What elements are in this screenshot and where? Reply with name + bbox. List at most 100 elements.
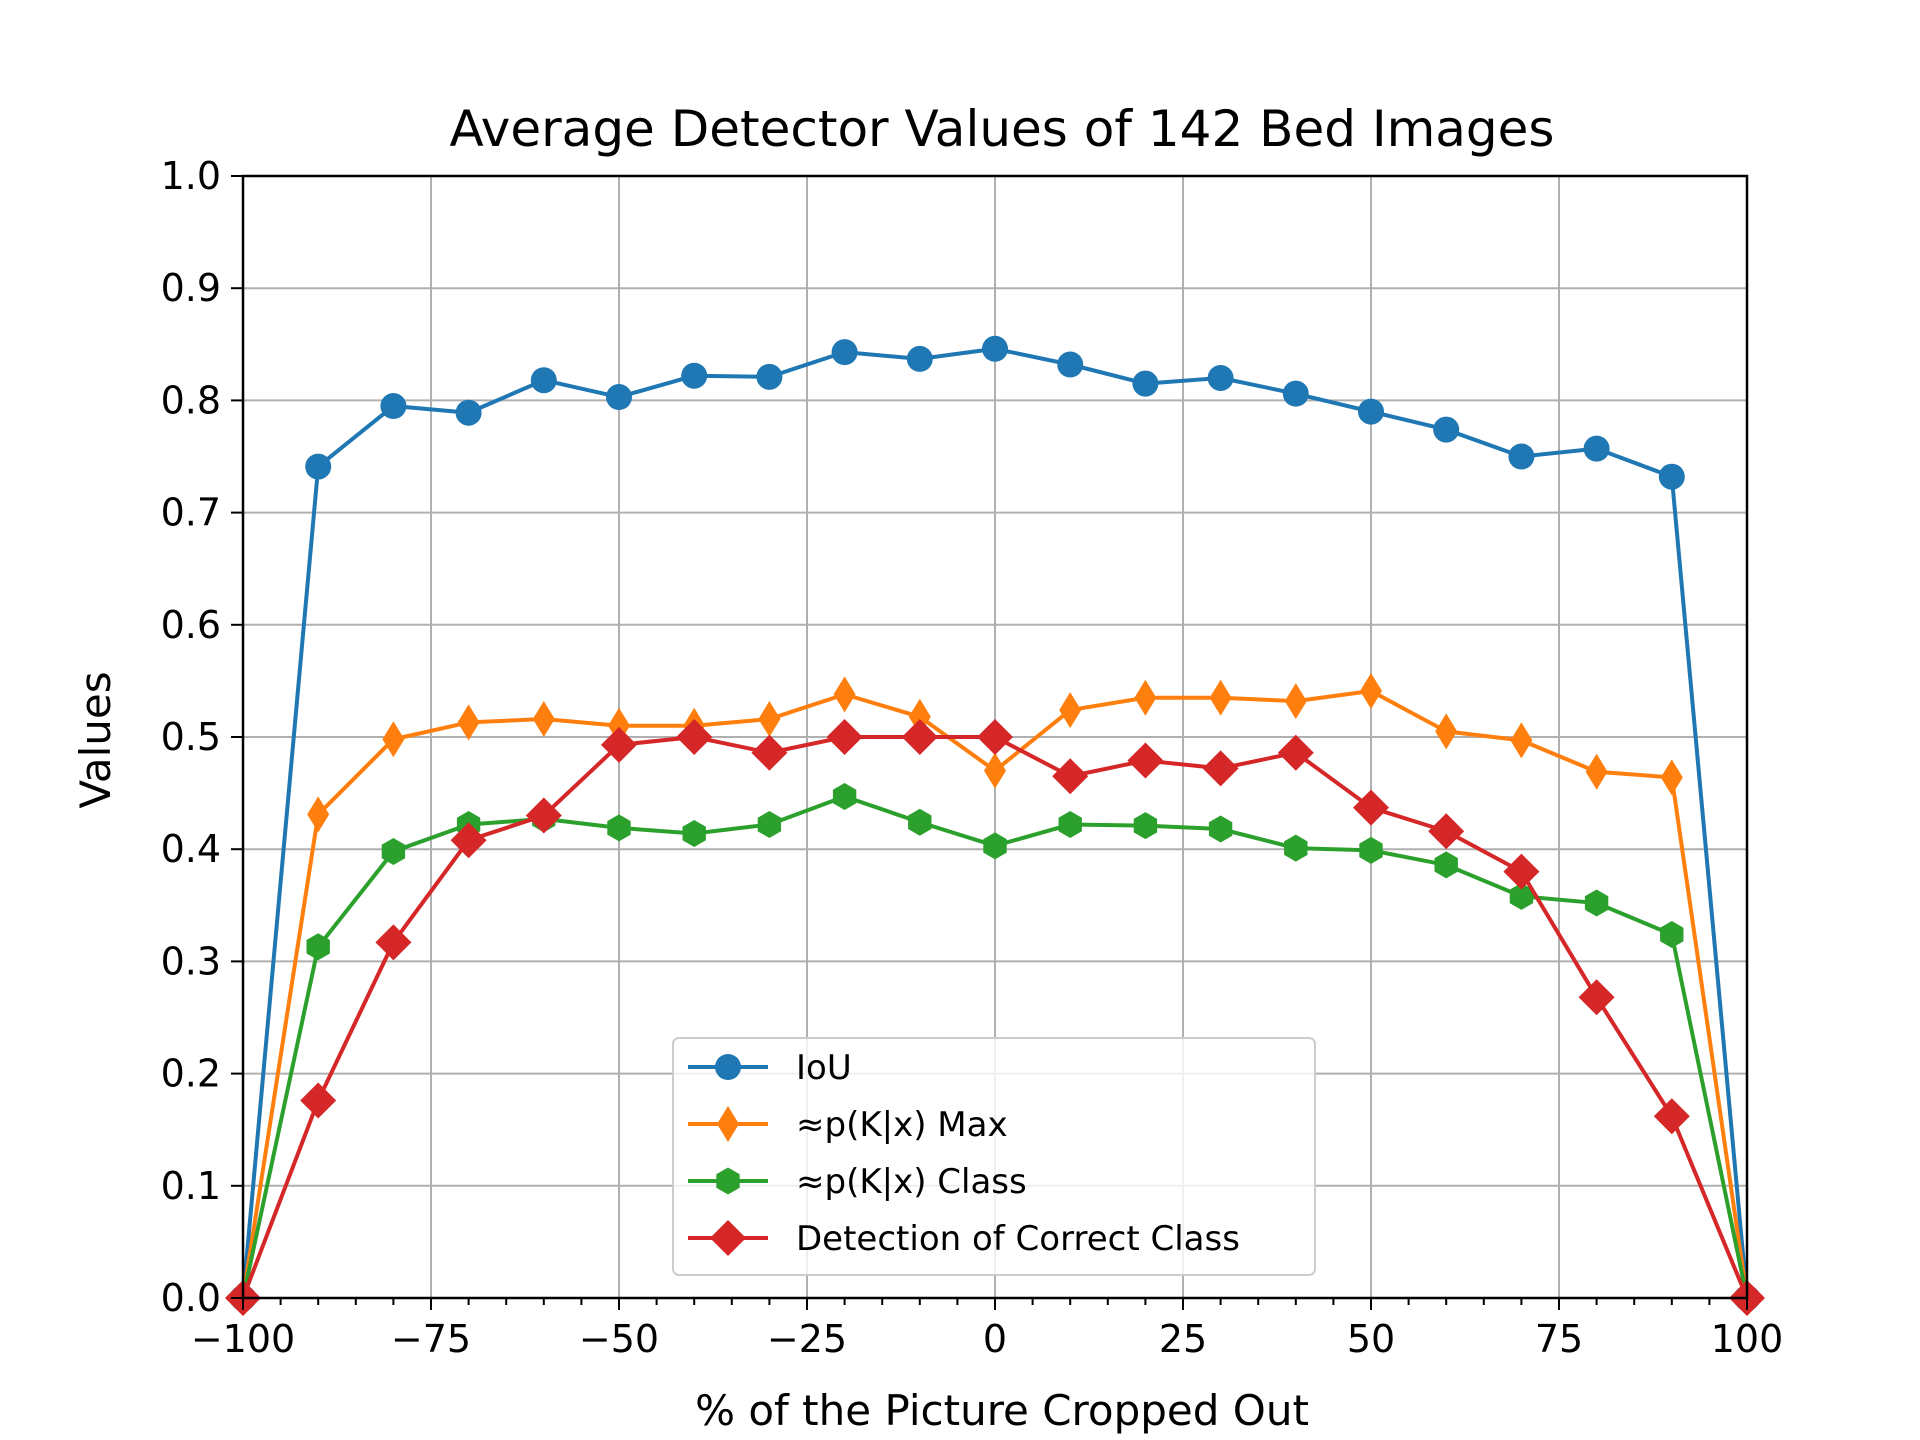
data-point — [1059, 692, 1082, 729]
data-point — [1585, 753, 1608, 790]
data-point — [831, 339, 858, 366]
data-point — [606, 384, 632, 411]
chart-title: Average Detector Values of 142 Bed Image… — [450, 100, 1555, 158]
data-point — [1284, 683, 1307, 720]
data-point — [833, 676, 856, 713]
x-tick-label: −25 — [767, 1317, 847, 1361]
data-point — [380, 393, 407, 420]
legend-label: IoU — [796, 1048, 852, 1088]
data-point — [601, 726, 637, 763]
x-tick-label: 50 — [1347, 1317, 1395, 1361]
data-point — [676, 719, 713, 755]
data-point — [1660, 920, 1684, 948]
data-point — [1509, 882, 1534, 910]
y-tick-label: 0.8 — [161, 378, 221, 422]
data-point — [1508, 443, 1535, 470]
data-point — [1583, 435, 1610, 462]
y-tick-label: 0.0 — [161, 1276, 221, 1320]
data-point — [1433, 416, 1460, 443]
data-point — [832, 782, 857, 810]
x-tick-label: −50 — [579, 1317, 659, 1361]
legend-label: Detection of Correct Class — [796, 1219, 1240, 1259]
data-point — [908, 808, 932, 836]
data-point — [1578, 979, 1615, 1016]
data-point — [1277, 734, 1314, 771]
legend-marker — [716, 1167, 740, 1195]
legend-marker — [710, 1220, 746, 1256]
data-point — [983, 832, 1007, 860]
data-point — [1510, 722, 1533, 759]
y-tick-label: 0.7 — [161, 491, 221, 535]
data-point — [1057, 351, 1084, 378]
axes: −100 −75 −50 −25 0 25 50 75 100 0.0 0.1 0.2 0.3 0.4 0.… — [161, 154, 1784, 1361]
data-point — [901, 719, 938, 755]
legend-item: ≈p(K|x) Max — [688, 1105, 1008, 1145]
y-tick-label: 0.2 — [161, 1052, 221, 1096]
legend-box — [672, 1037, 1316, 1276]
data-point — [751, 734, 788, 771]
data-point — [1052, 758, 1089, 795]
data-point — [984, 752, 1006, 789]
data-point — [757, 811, 782, 839]
series-group — [225, 335, 1765, 1316]
data-point — [1658, 463, 1685, 490]
data-point — [1359, 836, 1383, 864]
legend-marker — [717, 1106, 739, 1142]
legend-label: ≈p(K|x) Class — [796, 1162, 1027, 1202]
data-point — [1134, 679, 1157, 716]
data-point — [1209, 679, 1232, 716]
y-axis-label: Values — [71, 671, 120, 808]
x-axis-label: % of the Picture Cropped Out — [695, 1386, 1309, 1435]
data-point — [681, 362, 708, 389]
x-tick-label: −100 — [191, 1317, 295, 1361]
data-point — [450, 822, 487, 859]
data-point — [306, 933, 330, 961]
data-point — [1584, 889, 1609, 917]
legend-label: ≈p(K|x) Max — [796, 1105, 1008, 1145]
data-point — [1435, 713, 1458, 750]
data-point — [758, 701, 781, 738]
data-point — [455, 399, 482, 426]
x-tick-label: −75 — [391, 1317, 471, 1361]
data-point — [906, 345, 933, 372]
data-point — [525, 797, 562, 834]
data-point — [1284, 834, 1308, 862]
data-point — [307, 796, 330, 833]
data-point — [1360, 672, 1382, 709]
data-point — [457, 704, 480, 741]
y-tick-label: 1.0 — [161, 154, 221, 198]
data-point — [982, 335, 1008, 362]
data-point — [607, 814, 631, 842]
data-point — [1132, 370, 1159, 397]
data-point — [1434, 851, 1458, 879]
legend-marker — [715, 1054, 741, 1080]
y-tick-label: 0.6 — [161, 603, 221, 647]
legend: IoU ≈p(K|x) Max ≈p(K|x) Class Detection of … — [672, 1037, 1316, 1276]
data-point — [375, 924, 412, 961]
data-point — [682, 819, 706, 847]
grid-lines — [243, 176, 1747, 1298]
y-tick-label: 0.3 — [161, 939, 221, 983]
data-point — [532, 701, 555, 738]
x-tick-label: 0 — [983, 1317, 1007, 1361]
y-tick-label: 0.5 — [161, 715, 221, 759]
data-point — [1127, 742, 1164, 779]
data-point — [305, 453, 332, 480]
data-point — [381, 837, 406, 865]
data-point — [1202, 750, 1239, 787]
data-point — [300, 1082, 337, 1119]
x-tick-label: 100 — [1711, 1317, 1784, 1361]
data-point — [530, 367, 557, 394]
data-point — [1058, 811, 1082, 839]
legend-item: Detection of Correct Class — [688, 1219, 1240, 1259]
x-tick-label: 75 — [1535, 1317, 1583, 1361]
y-tick-label: 0.1 — [161, 1164, 221, 1208]
data-point — [1358, 398, 1384, 425]
data-point — [1282, 380, 1309, 407]
data-point — [1207, 364, 1234, 391]
data-point — [1133, 812, 1158, 840]
data-point — [977, 719, 1013, 755]
data-point — [826, 719, 863, 755]
